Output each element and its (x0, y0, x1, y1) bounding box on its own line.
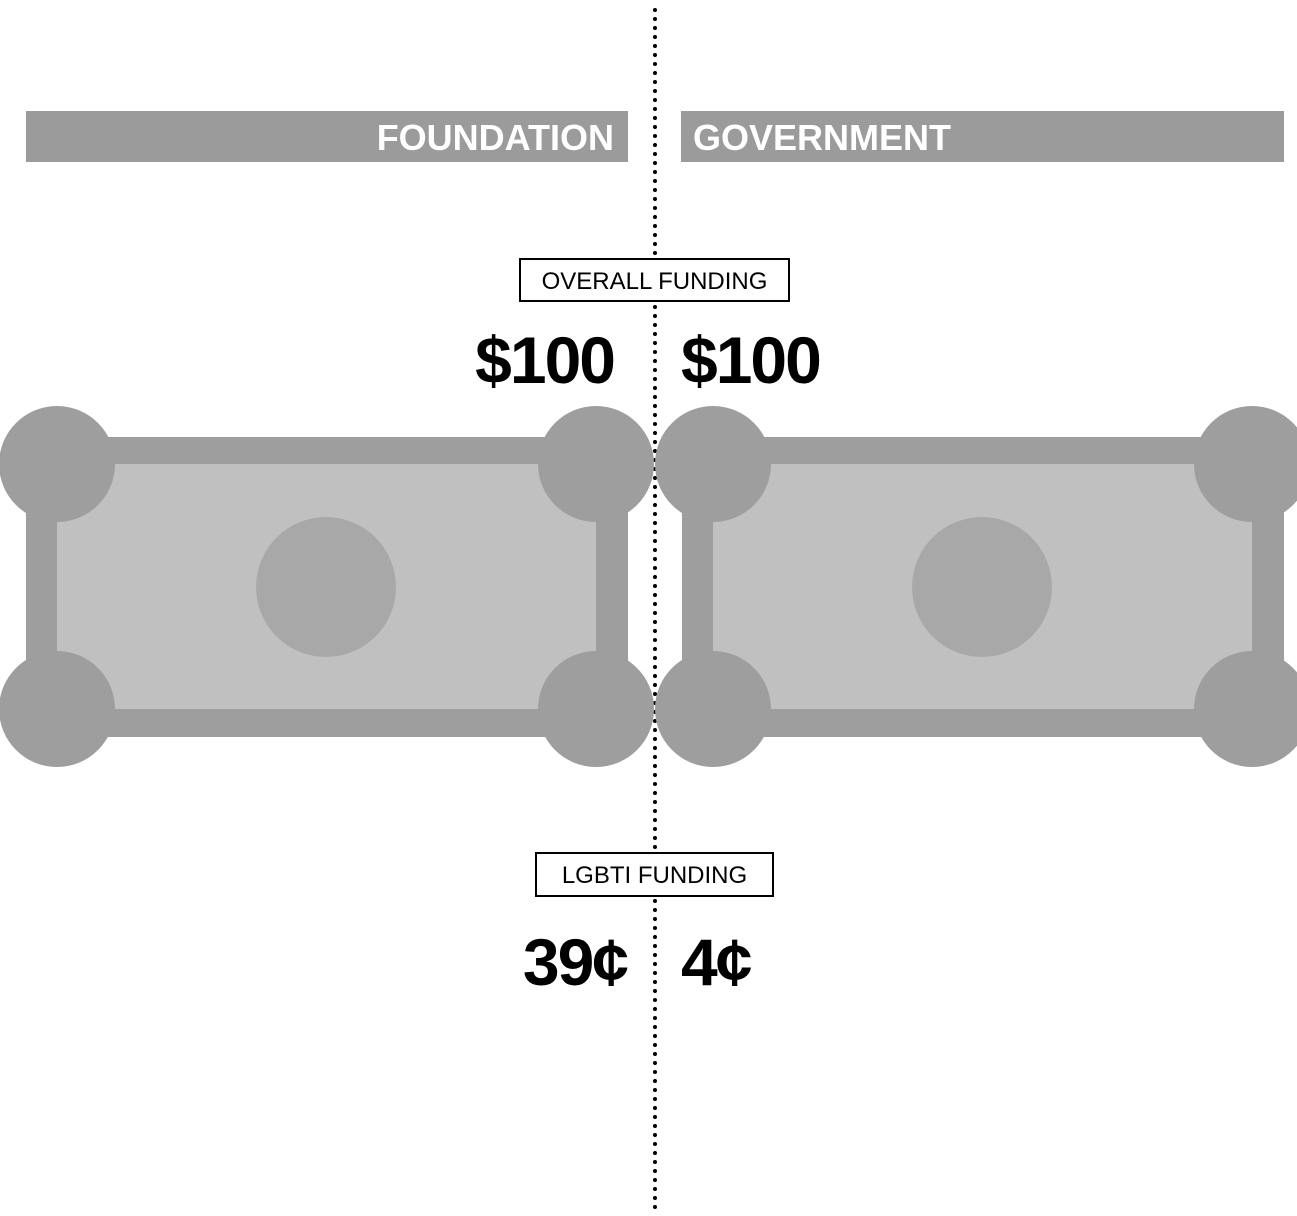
section-box (519, 258, 790, 302)
section-label: OVERALL FUNDING (542, 268, 768, 295)
bill (655, 406, 1297, 767)
section-label: LGBTI FUNDING (562, 862, 747, 889)
value-label: 39¢ (523, 925, 628, 999)
bill-part (1194, 651, 1297, 767)
value-label: 4¢ (681, 925, 752, 999)
bill-part (655, 651, 771, 767)
bill-part (912, 517, 1052, 657)
value-label: $100 (475, 323, 614, 397)
header-bar (681, 111, 1284, 162)
bill-part (0, 651, 115, 767)
bill-part (0, 406, 115, 522)
bill-part (538, 406, 654, 522)
bill (0, 406, 654, 767)
bill-part (1194, 406, 1297, 522)
section-box (535, 852, 774, 897)
bill-part (256, 517, 396, 657)
bill-part (655, 406, 771, 522)
header-bar (26, 111, 628, 162)
category-label: GOVERNMENT (693, 117, 951, 158)
value-label: $100 (681, 323, 820, 397)
bill-part (538, 651, 654, 767)
category-label: FOUNDATION (377, 117, 614, 158)
